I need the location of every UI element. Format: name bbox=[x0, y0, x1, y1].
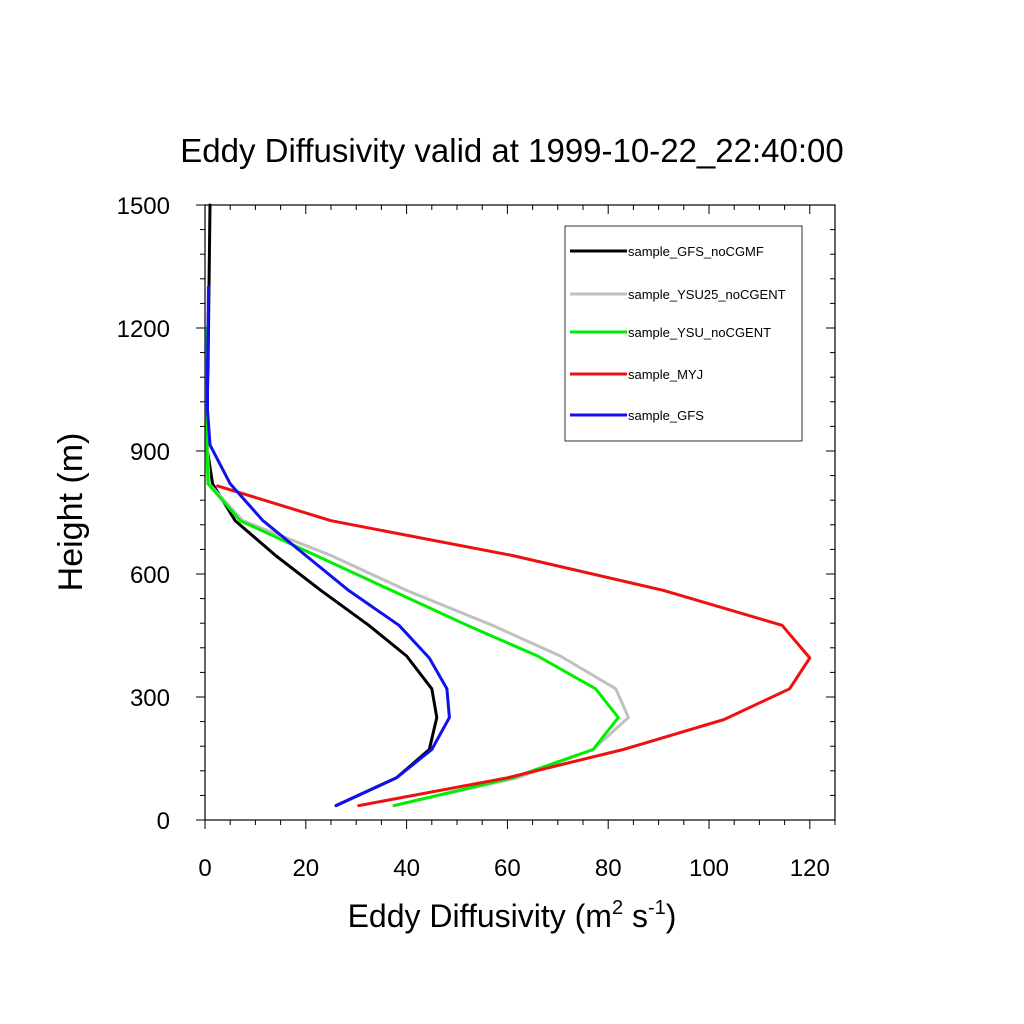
x-axis-label-sup2: -1 bbox=[648, 897, 666, 919]
series-line-sample_GFS bbox=[206, 285, 451, 808]
series-lines bbox=[205, 203, 812, 808]
x-tick-label: 100 bbox=[689, 855, 729, 882]
y-axis-label: Height (m) bbox=[52, 433, 90, 592]
legend-label: sample_MYJ bbox=[628, 367, 703, 382]
x-tick-label: 120 bbox=[790, 855, 830, 882]
chart-title: Eddy Diffusivity valid at 1999-10-22_22:… bbox=[180, 132, 843, 169]
y-tick-label: 0 bbox=[157, 808, 170, 835]
y-tick-label: 600 bbox=[130, 562, 170, 589]
x-tick-label: 60 bbox=[494, 855, 521, 882]
plot-frame bbox=[204, 204, 836, 821]
x-axis-label-end: ) bbox=[666, 898, 677, 934]
legend: sample_GFS_noCGMF sample_YSU25_noCGENTsam… bbox=[564, 225, 803, 442]
series-line-sample_GFS_noCGMF bbox=[205, 203, 439, 808]
y-tick-label: 1500 bbox=[117, 193, 170, 220]
x-tick-label: 80 bbox=[595, 855, 622, 882]
x-axis-label-sup1: 2 bbox=[612, 897, 623, 919]
x-axis-label-mid: s bbox=[623, 898, 648, 934]
x-tick-label: 40 bbox=[393, 855, 420, 882]
y-tick-label: 1200 bbox=[117, 316, 170, 343]
x-axis-label-main: Eddy Diffusivity (m bbox=[348, 898, 612, 934]
y-tick-label: 300 bbox=[130, 685, 170, 712]
legend-label: sample_GFS_noCGMF bbox=[628, 244, 764, 259]
axis-ticks bbox=[196, 204, 836, 829]
x-axis-label: Eddy Diffusivity (m2 s-1) bbox=[348, 897, 677, 934]
legend-label: sample_GFS bbox=[628, 408, 704, 423]
series-line-sample_YSU_noCGENT bbox=[205, 326, 620, 808]
series-line-sample_MYJ bbox=[216, 484, 812, 808]
legend-label: sample_YSU25_noCGENT bbox=[628, 287, 786, 302]
x-tick-label: 0 bbox=[198, 855, 211, 882]
x-tick-label: 20 bbox=[292, 855, 319, 882]
y-tick-label: 900 bbox=[130, 439, 170, 466]
legend-label: sample_YSU_noCGENT bbox=[628, 325, 771, 340]
